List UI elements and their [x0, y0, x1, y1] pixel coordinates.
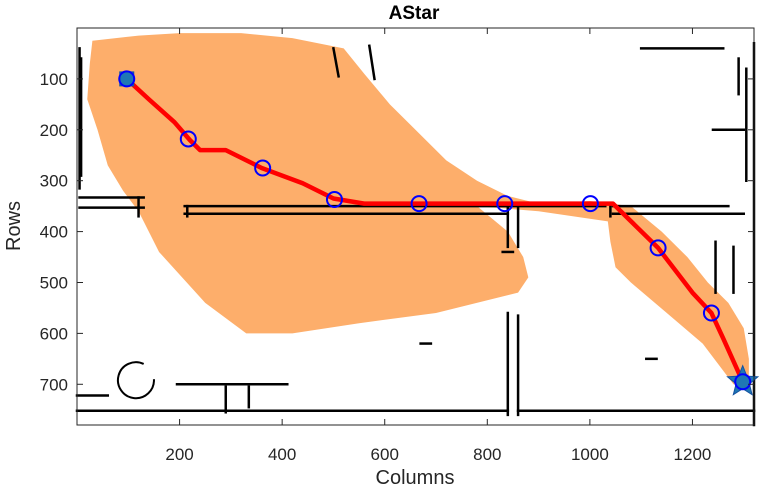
x-tick-label: 1000	[571, 445, 609, 464]
waypoint-marker	[325, 191, 343, 209]
x-tick-label: 800	[473, 445, 501, 464]
circular-obstacle	[117, 361, 155, 400]
y-tick-label: 100	[40, 70, 68, 89]
y-tick-label: 400	[40, 223, 68, 242]
x-axis-label: Columns	[376, 467, 455, 489]
waypoint-marker	[734, 373, 752, 391]
y-tick-label: 700	[40, 375, 68, 394]
x-tick-label: 200	[165, 445, 193, 464]
x-tick-label: 1200	[674, 445, 712, 464]
path-line	[124, 76, 745, 384]
waypoint-marker	[254, 159, 272, 177]
waypoint-marker	[496, 195, 514, 213]
waypoint-marker	[649, 239, 667, 257]
wall-segment	[331, 46, 341, 78]
waypoint-marker	[702, 304, 720, 322]
waypoint-marker	[118, 70, 136, 88]
x-axis: 200 400 600 800 1000 1200	[165, 28, 711, 464]
waypoint-marker	[581, 195, 599, 213]
y-axis: 100 200 300 400 500 600 700	[40, 70, 754, 394]
y-tick-label: 600	[40, 324, 68, 343]
waypoint-marker	[179, 130, 197, 148]
y-tick-label: 300	[40, 172, 68, 191]
y-tick-label: 200	[40, 121, 68, 140]
plot-content	[75, 33, 760, 427]
chart-title: AStar	[389, 3, 440, 24]
x-tick-label: 600	[371, 445, 399, 464]
explored-region	[87, 33, 749, 385]
axes-box	[76, 27, 755, 426]
waypoint-marker	[410, 195, 428, 213]
wall-segment	[367, 44, 376, 81]
y-axis-label: Rows	[3, 201, 25, 251]
x-tick-label: 400	[268, 445, 296, 464]
y-tick-label: 500	[40, 273, 68, 292]
